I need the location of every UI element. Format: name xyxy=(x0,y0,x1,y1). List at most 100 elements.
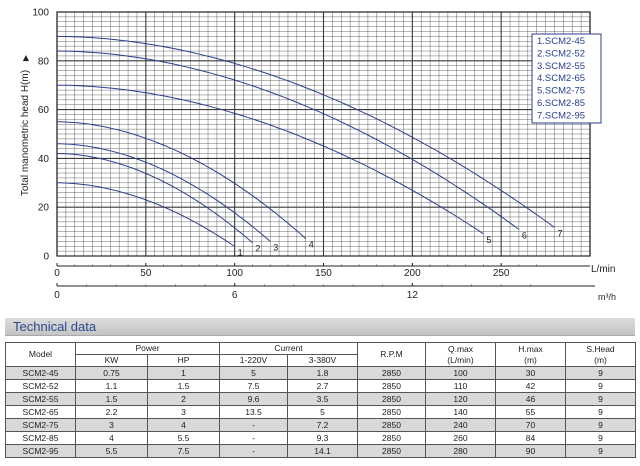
cell-hp: 1 xyxy=(147,366,220,380)
cell-current-1ph: 9.6 xyxy=(219,392,288,406)
cell-kw: 2.2 xyxy=(75,405,148,419)
curve-label-7: 7 xyxy=(557,228,562,238)
cell-qmax: 120 xyxy=(425,392,496,406)
cell-hp: 4 xyxy=(147,418,220,432)
x2-tick-label: 0 xyxy=(54,290,60,301)
header-qmax: Q.max (L/min) xyxy=(425,342,496,367)
cell-current-3ph: 1.8 xyxy=(287,366,358,380)
cell-hmax: 46 xyxy=(495,392,566,406)
x-tick-label: 250 xyxy=(493,268,510,279)
cell-kw: 0.75 xyxy=(75,366,148,380)
cell-qmax: 280 xyxy=(425,444,496,458)
cell-qmax: 260 xyxy=(425,431,496,445)
legend-entry: 1.SCM2-45 xyxy=(537,36,585,47)
x-tick-label: 200 xyxy=(404,268,421,279)
cell-shead: 9 xyxy=(565,405,636,419)
x2-axis-label: m³/h xyxy=(598,292,616,302)
cell-hp: 5.5 xyxy=(147,431,220,445)
curve-label-6: 6 xyxy=(522,230,527,240)
x-axis-label: L/min xyxy=(591,264,615,275)
cell-hmax: 42 xyxy=(495,379,566,393)
cell-rpm: 2850 xyxy=(357,431,426,445)
cell-shead: 9 xyxy=(565,366,636,380)
pump-curve-2 xyxy=(56,153,253,244)
cell-hmax: 30 xyxy=(495,366,566,380)
header-current-3ph: 3-380V xyxy=(287,354,358,367)
cell-current-1ph: 7.5 xyxy=(219,379,288,393)
x-tick-label: 50 xyxy=(140,268,152,279)
cell-current-3ph: 9.3 xyxy=(287,431,358,445)
pump-curve-4 xyxy=(57,121,307,239)
header-hp: HP xyxy=(147,354,220,367)
legend-entry: 2.SCM2-52 xyxy=(537,48,585,59)
header-qmax-label: Q.max xyxy=(447,343,474,354)
cell-current-1ph: - xyxy=(219,444,288,458)
cell-model: SCM2-45 xyxy=(5,366,76,380)
pump-curve-7 xyxy=(56,35,555,228)
cell-current-3ph: 5 xyxy=(287,405,358,419)
legend-entry: 6.SCM2-85 xyxy=(537,98,585,109)
pump-curve-6 xyxy=(56,50,520,230)
cell-rpm: 2850 xyxy=(357,392,426,406)
cell-rpm: 2850 xyxy=(357,405,426,419)
chart-grid xyxy=(56,11,591,257)
cell-qmax: 100 xyxy=(425,366,496,380)
y-tick-label: 100 xyxy=(32,8,49,19)
cell-hp: 1.5 xyxy=(147,379,220,393)
cell-model: SCM2-75 xyxy=(5,418,76,432)
cell-qmax: 110 xyxy=(425,379,496,393)
table-row: SCM2-65 2.2 3 13.5 5 2850 140 55 9 xyxy=(5,405,636,419)
cell-qmax: 240 xyxy=(425,418,496,432)
curve-label-4: 4 xyxy=(309,240,314,250)
cell-shead: 9 xyxy=(565,418,636,432)
cell-hmax: 84 xyxy=(495,431,566,445)
x-tick-label: 100 xyxy=(226,268,243,279)
cell-hmax: 55 xyxy=(495,405,566,419)
curve-label-3: 3 xyxy=(273,242,278,252)
technical-data-table: Model Power Current R.P.M Q.max (L/min) … xyxy=(5,342,636,458)
header-current: Current xyxy=(219,342,358,355)
cell-kw: 1.1 xyxy=(75,379,148,393)
cell-model: SCM2-95 xyxy=(5,444,76,458)
cell-hp: 2 xyxy=(147,392,220,406)
header-shead-label: S.Head xyxy=(586,343,615,354)
cell-current-1ph: - xyxy=(219,431,288,445)
curve-label-5: 5 xyxy=(486,235,491,245)
table-row: SCM2-52 1.1 1.5 7.5 2.7 2850 110 42 9 xyxy=(5,379,636,393)
header-rpm: R.P.M xyxy=(357,342,426,367)
technical-data-title: Technical data xyxy=(5,318,635,336)
cell-shead: 9 xyxy=(565,431,636,445)
legend-box xyxy=(531,33,602,124)
cell-current-1ph: 5 xyxy=(219,366,288,380)
header-hmax: H.max (m) xyxy=(495,342,566,367)
legend-entry: 5.SCM2-75 xyxy=(537,86,585,97)
cell-kw: 4 xyxy=(75,431,148,445)
cell-current-1ph: - xyxy=(219,418,288,432)
legend-entry: 3.SCM2-55 xyxy=(537,61,585,72)
chart-legend: 1.SCM2-452.SCM2-52 3.SCM2-554.SCM2-65 5.SC… xyxy=(531,33,602,124)
y-tick-label: 80 xyxy=(38,56,50,67)
cell-kw: 3 xyxy=(75,418,148,432)
plot-frame xyxy=(56,11,591,257)
table-row: SCM2-45 0.75 1 5 1.8 2850 100 30 9 xyxy=(5,366,636,380)
cell-kw: 1.5 xyxy=(75,392,148,406)
cell-hp: 3 xyxy=(147,405,220,419)
x-tick-label: 0 xyxy=(54,268,60,279)
x-tick-label: 150 xyxy=(315,268,332,279)
cell-qmax: 140 xyxy=(425,405,496,419)
header-power: Power xyxy=(75,342,220,355)
chart-curves xyxy=(56,35,555,247)
cell-rpm: 2850 xyxy=(357,418,426,432)
table-row: SCM2-55 1.5 2 9.6 3.5 2850 120 46 9 xyxy=(5,392,636,406)
header-shead: S.Head (m) xyxy=(565,342,636,367)
cell-rpm: 2850 xyxy=(357,366,426,380)
x2-tick-label: 12 xyxy=(407,290,419,301)
header-kw: KW xyxy=(75,354,148,367)
legend-entry: 4.SCM2-65 xyxy=(537,73,585,84)
header-hmax-unit: (m) xyxy=(524,354,537,365)
cell-shead: 9 xyxy=(565,392,636,406)
x2-tick-label: 6 xyxy=(232,290,238,301)
cell-rpm: 2850 xyxy=(357,379,426,393)
